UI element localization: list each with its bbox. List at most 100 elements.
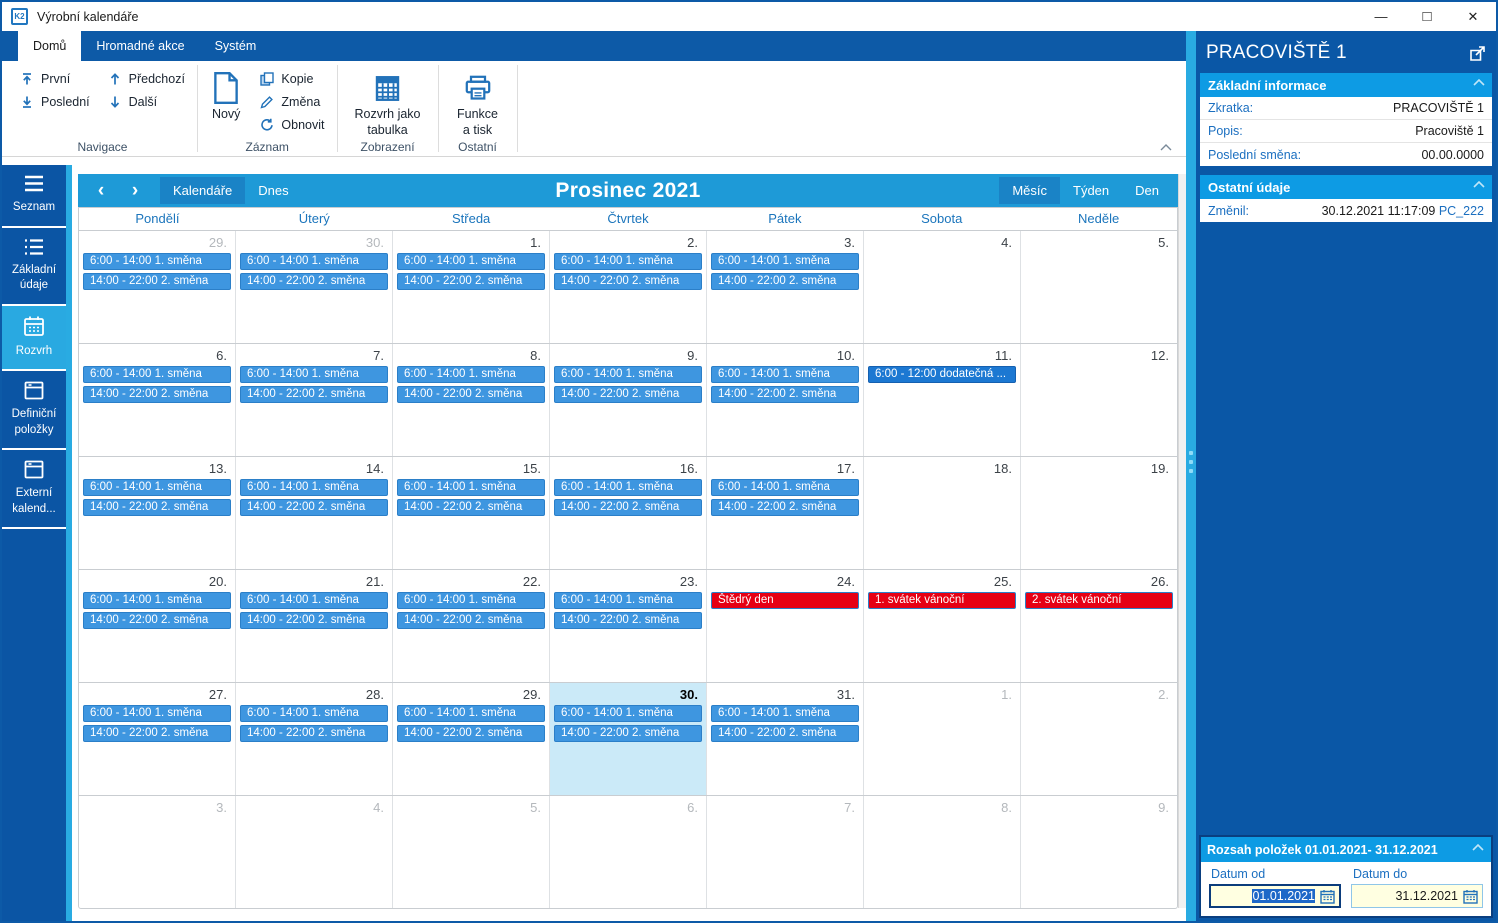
day-cell[interactable]: 3.	[79, 796, 236, 909]
day-cell[interactable]: 16. 6:00 - 14:00 1. směna 14:00 - 22:00 2.…	[550, 457, 707, 570]
ribbon-collapse-icon[interactable]	[1160, 144, 1172, 151]
day-cell[interactable]: 30. 6:00 - 14:00 1. směna 14:00 - 22:00 2.…	[236, 231, 393, 344]
shift-event[interactable]: 14:00 - 22:00 2. směna	[397, 612, 545, 630]
shift-event[interactable]: 6:00 - 14:00 1. směna	[711, 366, 859, 384]
shift-event[interactable]: 6:00 - 14:00 1. směna	[397, 253, 545, 271]
shift-event[interactable]: 14:00 - 22:00 2. směna	[83, 612, 231, 630]
schedule-as-table-button[interactable]: Rozvrh jako tabulka	[346, 67, 430, 138]
day-cell[interactable]: 9.	[1021, 796, 1177, 908]
shift-event[interactable]: 6:00 - 14:00 1. směna	[240, 253, 388, 271]
day-cell[interactable]: 24. Štědrý den	[707, 570, 864, 683]
shift-event[interactable]: 14:00 - 22:00 2. směna	[240, 612, 388, 630]
holiday-event[interactable]: 2. svátek vánoční	[1025, 592, 1173, 610]
shift-event[interactable]: 14:00 - 22:00 2. směna	[240, 499, 388, 517]
shift-event[interactable]: 6:00 - 14:00 1. směna	[240, 366, 388, 384]
day-cell[interactable]: 8.	[864, 796, 1021, 909]
today-button[interactable]: Dnes	[258, 183, 289, 199]
last-button[interactable]: Poslední	[16, 90, 94, 113]
date-to-input[interactable]: 31.12.2021	[1351, 884, 1483, 908]
shift-event[interactable]: 14:00 - 22:00 2. směna	[240, 725, 388, 743]
day-cell[interactable]: 2. 6:00 - 14:00 1. směna 14:00 - 22:00 2. …	[550, 231, 707, 344]
maximize-button[interactable]: □	[1422, 8, 1432, 25]
shift-event[interactable]: 6:00 - 14:00 1. směna	[711, 253, 859, 271]
day-cell[interactable]: 2.	[1021, 683, 1177, 795]
day-cell[interactable]: 11. 6:00 - 12:00 dodatečná ...	[864, 344, 1021, 457]
day-cell[interactable]: 17. 6:00 - 14:00 1. směna 14:00 - 22:00 2.…	[707, 457, 864, 570]
section-header[interactable]: Ostatní údaje	[1200, 175, 1492, 199]
shift-event[interactable]: 14:00 - 22:00 2. směna	[711, 499, 859, 517]
panel-splitter[interactable]	[1186, 31, 1196, 921]
sidebar-item-externi-kalendare[interactable]: Externí kalend...	[2, 450, 66, 530]
day-cell[interactable]: 27. 6:00 - 14:00 1. směna 14:00 - 22:00 2.…	[79, 683, 236, 796]
info-link[interactable]: PC_222	[1435, 203, 1484, 218]
previous-button[interactable]: Předchozí	[104, 67, 189, 90]
shift-event[interactable]: 14:00 - 22:00 2. směna	[397, 386, 545, 404]
day-cell[interactable]: 3. 6:00 - 14:00 1. směna 14:00 - 22:00 2. …	[707, 231, 864, 344]
calendars-button[interactable]: Kalendáře	[160, 177, 246, 205]
day-cell[interactable]: 4.	[864, 231, 1021, 344]
shift-event[interactable]: 14:00 - 22:00 2. směna	[397, 273, 545, 291]
sidebar-item-zakladni-udaje[interactable]: Základní údaje	[2, 228, 66, 306]
shift-event[interactable]: 6:00 - 14:00 1. směna	[711, 479, 859, 497]
shift-event[interactable]: 6:00 - 14:00 1. směna	[83, 479, 231, 497]
day-cell[interactable]: 20. 6:00 - 14:00 1. směna 14:00 - 22:00 2.…	[79, 570, 236, 683]
day-cell[interactable]: 22. 6:00 - 14:00 1. směna 14:00 - 22:00 2.…	[393, 570, 550, 683]
first-button[interactable]: První	[16, 67, 94, 90]
day-cell[interactable]: 4.	[236, 796, 393, 909]
day-cell[interactable]: 15. 6:00 - 14:00 1. směna 14:00 - 22:00 2.…	[393, 457, 550, 570]
shift-event[interactable]: 6:00 - 14:00 1. směna	[83, 592, 231, 610]
day-cell[interactable]: 5.	[1021, 231, 1177, 343]
next-button[interactable]: Další	[104, 90, 189, 113]
day-cell[interactable]: 8. 6:00 - 14:00 1. směna 14:00 - 22:00 2. …	[393, 344, 550, 457]
functions-print-button[interactable]: Funkce a tisk	[447, 67, 509, 138]
copy-button[interactable]: Kopie	[256, 67, 328, 90]
shift-event[interactable]: 6:00 - 12:00 dodatečná ...	[868, 366, 1016, 384]
chevron-up-icon[interactable]	[1473, 181, 1485, 188]
shift-event[interactable]: 14:00 - 22:00 2. směna	[554, 273, 702, 291]
calendar-picker-icon[interactable]	[1461, 887, 1479, 905]
day-cell[interactable]: 6. 6:00 - 14:00 1. směna 14:00 - 22:00 2. …	[79, 344, 236, 457]
calendar-picker-icon[interactable]	[1318, 887, 1336, 905]
prev-month-button[interactable]: ‹	[97, 180, 105, 202]
section-header[interactable]: Základní informace	[1200, 73, 1492, 97]
day-cell[interactable]: 5.	[393, 796, 550, 909]
shift-event[interactable]: 14:00 - 22:00 2. směna	[83, 386, 231, 404]
tab-domu[interactable]: Domů	[18, 31, 82, 61]
day-cell[interactable]: 10. 6:00 - 14:00 1. směna 14:00 - 22:00 2.…	[707, 344, 864, 457]
day-cell[interactable]: 28. 6:00 - 14:00 1. směna 14:00 - 22:00 2.…	[236, 683, 393, 796]
minimize-button[interactable]: —	[1374, 9, 1388, 24]
shift-event[interactable]: 6:00 - 14:00 1. směna	[554, 253, 702, 271]
shift-event[interactable]: 14:00 - 22:00 2. směna	[554, 725, 702, 743]
shift-event[interactable]: 6:00 - 14:00 1. směna	[554, 592, 702, 610]
shift-event[interactable]: 6:00 - 14:00 1. směna	[397, 479, 545, 497]
shift-event[interactable]: 14:00 - 22:00 2. směna	[83, 273, 231, 291]
shift-event[interactable]: 6:00 - 14:00 1. směna	[397, 705, 545, 723]
day-cell[interactable]: 1.	[864, 683, 1021, 796]
shift-event[interactable]: 14:00 - 22:00 2. směna	[554, 612, 702, 630]
day-cell[interactable]: 9. 6:00 - 14:00 1. směna 14:00 - 22:00 2. …	[550, 344, 707, 457]
day-cell[interactable]: 1. 6:00 - 14:00 1. směna 14:00 - 22:00 2. …	[393, 231, 550, 344]
day-cell[interactable]: 30. 6:00 - 14:00 1. směna 14:00 - 22:00 2.…	[550, 683, 707, 796]
day-cell[interactable]: 29. 6:00 - 14:00 1. směna 14:00 - 22:00 2.…	[393, 683, 550, 796]
day-cell[interactable]: 13. 6:00 - 14:00 1. směna 14:00 - 22:00 2.…	[79, 457, 236, 570]
shift-event[interactable]: 14:00 - 22:00 2. směna	[397, 499, 545, 517]
day-cell[interactable]: 31. 6:00 - 14:00 1. směna 14:00 - 22:00 2.…	[707, 683, 864, 796]
shift-event[interactable]: 14:00 - 22:00 2. směna	[711, 386, 859, 404]
shift-event[interactable]: 6:00 - 14:00 1. směna	[83, 705, 231, 723]
day-cell[interactable]: 7.	[707, 796, 864, 909]
day-cell[interactable]: 14. 6:00 - 14:00 1. směna 14:00 - 22:00 2.…	[236, 457, 393, 570]
open-external-icon[interactable]	[1469, 45, 1486, 62]
close-button[interactable]: ✕	[1467, 8, 1479, 24]
shift-event[interactable]: 6:00 - 14:00 1. směna	[240, 705, 388, 723]
shift-event[interactable]: 14:00 - 22:00 2. směna	[711, 273, 859, 291]
tab-hromadne-akce[interactable]: Hromadné akce	[96, 39, 185, 53]
sidebar-item-rozvrh[interactable]: Rozvrh	[2, 305, 66, 372]
shift-event[interactable]: 14:00 - 22:00 2. směna	[240, 386, 388, 404]
day-cell[interactable]: 26. 2. svátek vánoční	[1021, 570, 1177, 682]
shift-event[interactable]: 14:00 - 22:00 2. směna	[554, 499, 702, 517]
chevron-up-icon[interactable]	[1473, 79, 1485, 86]
day-cell[interactable]: 21. 6:00 - 14:00 1. směna 14:00 - 22:00 2.…	[236, 570, 393, 683]
shift-event[interactable]: 6:00 - 14:00 1. směna	[397, 592, 545, 610]
view-week-button[interactable]: Týden	[1073, 183, 1110, 199]
edit-button[interactable]: Změna	[256, 90, 328, 113]
